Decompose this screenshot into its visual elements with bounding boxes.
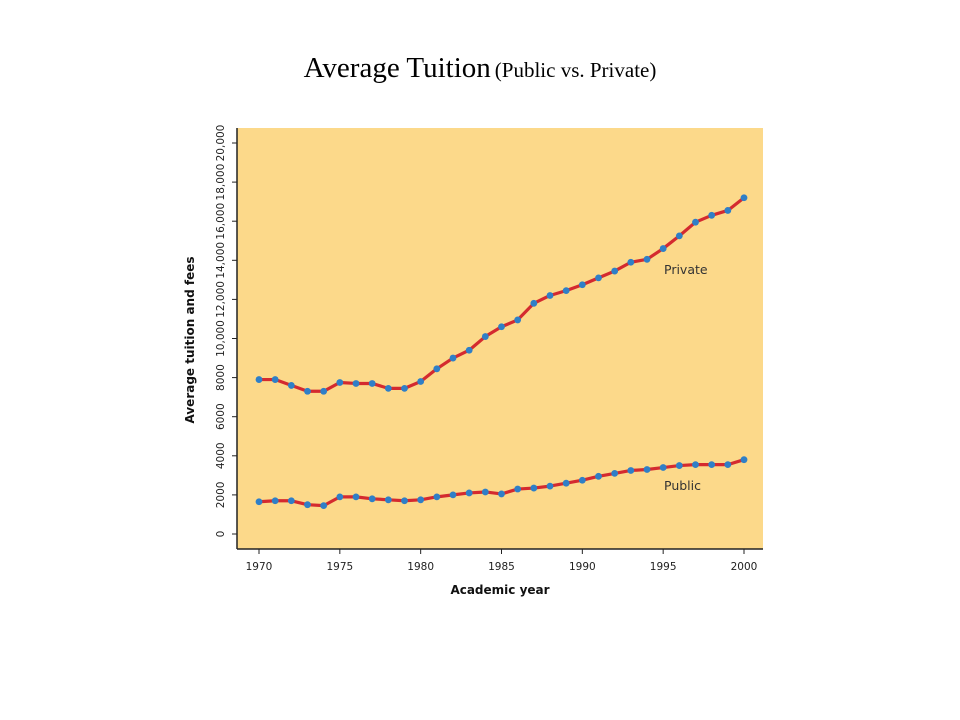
data-point-public [320,502,328,510]
series-label-public: Public [664,478,701,493]
y-axis-ticks: 0 2000 4000 6000 8000 10,000 12,000 14,000 16,00… [215,125,237,538]
data-point-private [627,258,635,266]
data-point-public [627,467,635,474]
y-tick-label: 4000 [215,442,227,469]
y-tick-label: 2000 [215,482,227,509]
data-point-private [449,354,457,362]
data-point-public [675,462,683,469]
data-point-public [708,461,716,468]
series-label-private: Private [664,262,708,277]
data-point-public [692,461,699,468]
data-point-private [401,384,408,392]
x-tick-label: 1980 [407,561,434,573]
y-tick-label: 8000 [215,364,227,391]
data-point-private [336,379,344,386]
y-axis-title: Average tuition and fees [183,257,197,424]
data-point-public [740,456,748,464]
data-point-private [724,207,732,214]
data-point-public [449,491,457,499]
data-point-public [643,466,651,473]
data-point-public [546,482,554,490]
y-tick-label: 16,000 [215,203,227,240]
y-tick-label: 6000 [215,403,227,430]
x-tick-label: 1985 [488,561,515,573]
data-point-private [530,299,538,307]
data-point-private [546,292,554,299]
x-axis-title: Academic year [450,583,549,597]
data-point-private [433,365,441,373]
data-point-private [271,376,279,383]
data-point-private [578,281,586,289]
y-tick-label: 0 [215,531,227,538]
data-point-public [530,484,538,492]
data-point-private [320,387,328,395]
data-point-public [514,485,522,493]
y-tick-label: 14,000 [215,242,227,279]
data-point-private [498,323,505,331]
data-point-private [384,384,392,392]
data-point-public [384,496,392,504]
data-point-private [352,380,360,387]
data-point-public [287,497,295,505]
data-point-private [740,194,748,202]
data-point-public [611,469,619,477]
x-tick-label: 1970 [246,561,273,573]
data-point-public [578,476,586,484]
data-point-public [352,493,360,501]
data-point-public [724,461,732,468]
data-point-public [368,495,376,503]
data-point-private [562,287,570,295]
data-point-private [659,245,667,252]
y-tick-label: 18,000 [215,164,227,201]
data-point-private [595,274,602,282]
title-subtitle: (Public vs. Private) [494,58,657,82]
x-tick-label: 1990 [569,561,596,573]
data-point-private [692,218,699,226]
title-main: Average Tuition [303,52,491,84]
data-point-private [368,380,376,387]
data-point-private [675,232,683,240]
data-point-private [611,267,619,275]
data-point-public [433,493,441,501]
data-point-public [271,497,279,505]
y-tick-label: 12,000 [215,281,227,318]
data-point-private [465,346,473,354]
x-axis-ticks: 1970 1975 1980 1985 1990 1995 2000 [246,549,758,573]
data-point-public [417,496,425,504]
data-point-public [255,498,263,506]
data-point-public [595,472,602,480]
data-point-public [481,488,489,496]
data-point-public [562,479,570,487]
data-point-private [481,333,489,340]
data-point-public [401,497,408,505]
slide-title: Average Tuition (Public vs. Private) [0,52,960,85]
x-tick-label: 1995 [650,561,677,573]
data-point-private [643,255,651,263]
data-point-public [465,489,473,497]
data-point-private [255,376,263,383]
data-point-public [498,490,505,498]
data-point-private [514,316,522,324]
plot-area [237,128,763,549]
data-point-private [417,378,425,385]
series-layer [255,194,748,510]
data-point-private [304,387,311,395]
data-point-public [304,501,311,509]
y-tick-label: 20,000 [215,125,227,162]
data-point-private [708,211,716,219]
y-tick-label: 10,000 [215,320,227,357]
data-point-public [659,464,667,471]
data-point-public [336,493,344,501]
data-point-private [287,382,295,389]
x-tick-label: 1975 [326,561,353,573]
x-tick-label: 2000 [731,561,758,573]
